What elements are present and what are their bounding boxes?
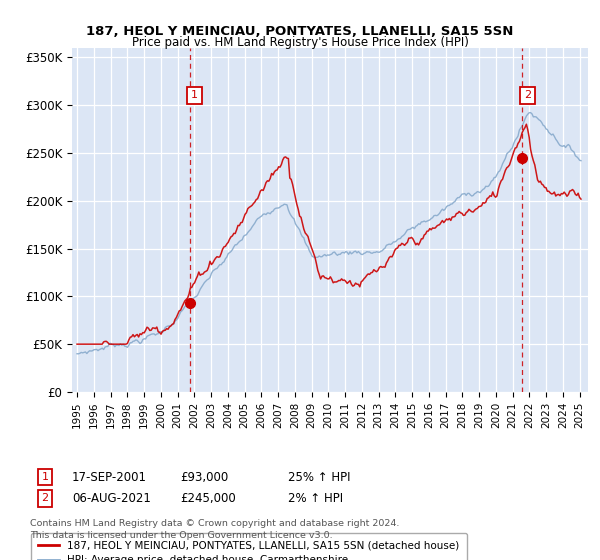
Text: £93,000: £93,000 <box>180 470 228 484</box>
Text: 2: 2 <box>524 90 531 100</box>
Text: 1: 1 <box>191 90 198 100</box>
Text: 187, HEOL Y MEINCIAU, PONTYATES, LLANELLI, SA15 5SN: 187, HEOL Y MEINCIAU, PONTYATES, LLANELL… <box>86 25 514 38</box>
Text: 1: 1 <box>41 472 49 482</box>
Legend: 187, HEOL Y MEINCIAU, PONTYATES, LLANELLI, SA15 5SN (detached house), HPI: Avera: 187, HEOL Y MEINCIAU, PONTYATES, LLANELL… <box>31 533 467 560</box>
Text: This data is licensed under the Open Government Licence v3.0.: This data is licensed under the Open Gov… <box>30 531 332 540</box>
Text: 06-AUG-2021: 06-AUG-2021 <box>72 492 151 505</box>
Text: 25% ↑ HPI: 25% ↑ HPI <box>288 470 350 484</box>
Text: £245,000: £245,000 <box>180 492 236 505</box>
Text: 2% ↑ HPI: 2% ↑ HPI <box>288 492 343 505</box>
Text: Contains HM Land Registry data © Crown copyright and database right 2024.: Contains HM Land Registry data © Crown c… <box>30 520 400 529</box>
Text: Price paid vs. HM Land Registry's House Price Index (HPI): Price paid vs. HM Land Registry's House … <box>131 36 469 49</box>
Text: 17-SEP-2001: 17-SEP-2001 <box>72 470 147 484</box>
Text: 2: 2 <box>41 493 49 503</box>
